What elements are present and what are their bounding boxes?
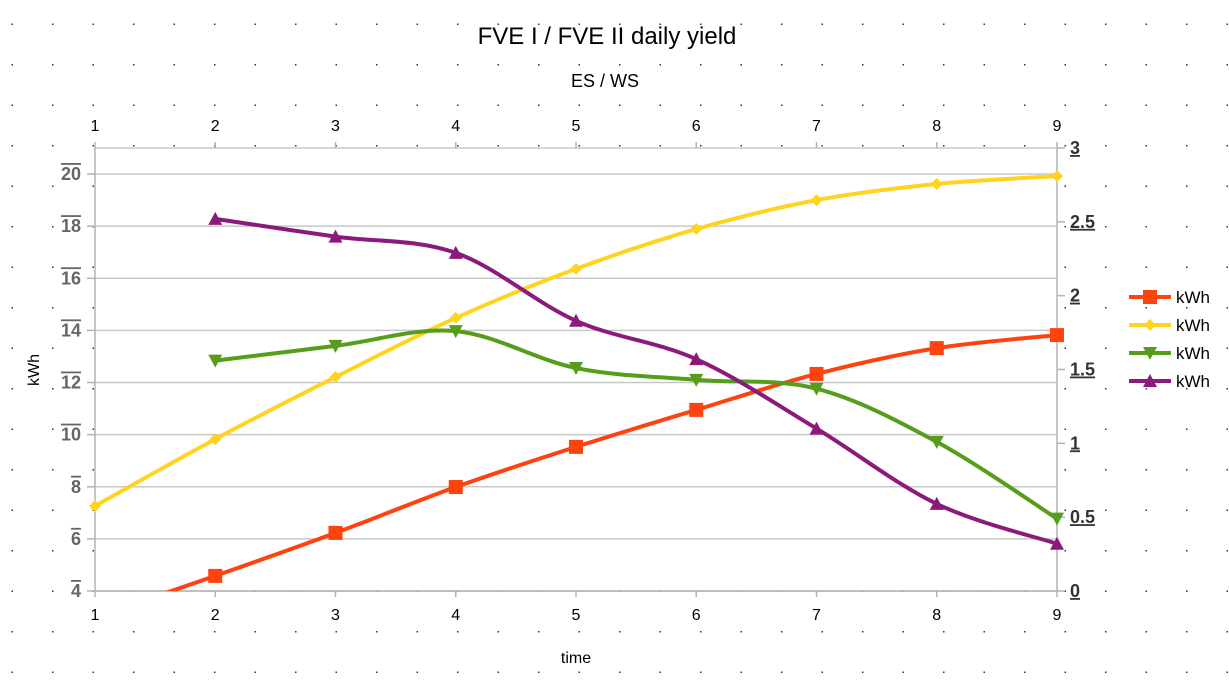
data-point xyxy=(448,325,463,339)
x-tick-label: 7 xyxy=(812,607,821,624)
series-line-3 xyxy=(215,328,1057,521)
x-tick-label: 6 xyxy=(692,607,701,624)
data-point xyxy=(569,439,583,454)
data-point xyxy=(1050,536,1064,550)
data-point xyxy=(208,211,223,225)
y2-tick-label: 1 xyxy=(1070,433,1080,453)
x-top-tick-label: 3 xyxy=(331,118,340,135)
data-point xyxy=(89,500,101,513)
x-top-tick-label: 1 xyxy=(91,118,100,135)
y-axis-label: kWh xyxy=(26,354,43,386)
data-point xyxy=(1050,512,1064,526)
data-point xyxy=(448,245,463,259)
chart-title: FVE I / FVE II daily yield xyxy=(478,23,737,50)
data-point xyxy=(1051,170,1063,183)
data-point xyxy=(208,354,223,368)
legend-label: kWh xyxy=(1176,316,1210,335)
data-point xyxy=(689,352,704,366)
y-tick-label: 20 xyxy=(61,164,81,184)
data-point xyxy=(569,313,583,327)
legend-marker xyxy=(1144,319,1156,331)
data-point xyxy=(328,525,343,540)
data-point xyxy=(689,373,704,387)
data-point xyxy=(328,229,343,243)
data-point xyxy=(448,480,463,495)
data-point xyxy=(570,262,582,275)
x-top-tick-label: 6 xyxy=(692,118,701,135)
data-point xyxy=(930,177,943,190)
data-point xyxy=(569,362,583,376)
y2-tick-label: 0 xyxy=(1070,581,1080,601)
data-point xyxy=(809,382,824,396)
data-point xyxy=(690,223,703,236)
y2-tick-label: 1.5 xyxy=(1070,360,1095,380)
x-top-tick-label: 9 xyxy=(1053,118,1062,135)
y-tick-label: 16 xyxy=(61,268,81,288)
data-point xyxy=(809,421,824,435)
data-point xyxy=(689,402,704,417)
y2-tick-label: 0.5 xyxy=(1070,507,1095,527)
legend-marker xyxy=(1143,290,1157,304)
data-point xyxy=(809,366,824,381)
x-tick-label: 5 xyxy=(572,607,581,624)
y2-tick-label: 2 xyxy=(1070,286,1080,306)
data-point xyxy=(209,433,222,446)
legend-label: kWh xyxy=(1176,372,1210,391)
legend: kWh kWh kWh kWh xyxy=(1129,288,1210,391)
data-point xyxy=(328,339,343,353)
data-point xyxy=(449,311,462,324)
x-tick-label: 2 xyxy=(211,607,220,624)
x-tick-label: 8 xyxy=(932,607,941,624)
data-point xyxy=(329,371,342,384)
y-tick-label: 8 xyxy=(71,477,81,497)
data-point xyxy=(208,568,223,583)
x-top-tick-label: 8 xyxy=(932,118,941,135)
x-top-tick-label: 2 xyxy=(211,118,220,135)
legend-label: kWh xyxy=(1176,288,1210,307)
data-point xyxy=(929,496,944,510)
y-tick-label: 4 xyxy=(71,581,81,601)
y-tick-label: 12 xyxy=(61,373,81,393)
data-point xyxy=(929,341,944,356)
x-top-tick-label: 4 xyxy=(451,118,460,135)
y-tick-label: 10 xyxy=(61,425,81,445)
x-top-tick-label: 5 xyxy=(572,118,581,135)
x-tick-label: 9 xyxy=(1053,607,1062,624)
y-tick-label: 6 xyxy=(71,529,81,549)
legend-label: kWh xyxy=(1176,344,1210,363)
x-axis-label: time xyxy=(561,650,591,667)
series-line-4 xyxy=(214,216,1057,546)
data-point xyxy=(929,435,944,449)
data-point xyxy=(810,194,823,207)
y-tick-label: 14 xyxy=(61,320,81,340)
x-tick-label: 3 xyxy=(331,607,340,624)
x-tick-label: 1 xyxy=(91,607,100,624)
legend-marker xyxy=(1143,374,1157,387)
y-tick-label: 18 xyxy=(61,216,81,236)
chart-subtitle: ES / WS xyxy=(571,71,639,91)
x-top-tick-label: 7 xyxy=(812,118,821,135)
x-tick-label: 4 xyxy=(451,607,460,624)
data-point xyxy=(1050,328,1064,343)
y2-tick-label: 2.5 xyxy=(1070,212,1095,232)
y2-tick-label: 3 xyxy=(1070,138,1080,158)
legend-marker xyxy=(1143,347,1157,360)
